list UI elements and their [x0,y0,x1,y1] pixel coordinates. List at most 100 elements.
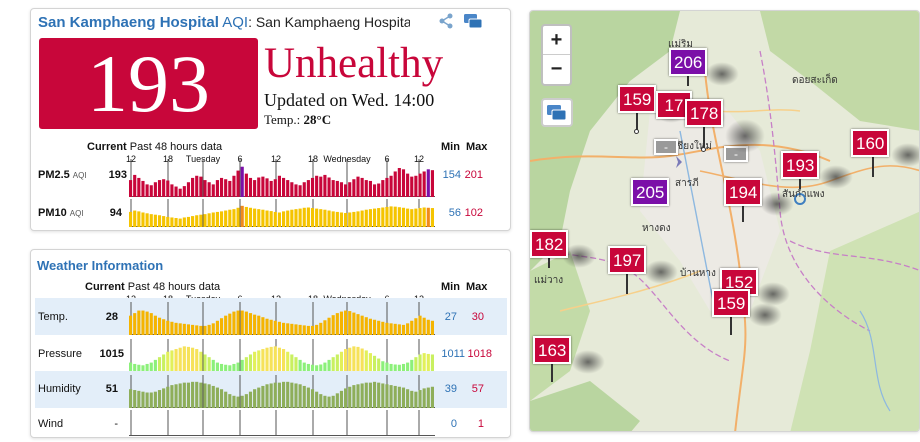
chart-bar [368,353,372,372]
chart-bar [265,210,269,227]
chart-bar [286,180,290,197]
temp-chart[interactable] [129,300,435,335]
chart-bar [397,168,401,197]
chart-bar [422,171,426,197]
station-name[interactable]: San Kamphaeng Hospital [38,14,219,31]
chart-bar [174,384,178,408]
updated-time: Updated on Wed. 14:00 [264,90,435,110]
chart-bar [426,319,430,335]
chart-bar [141,180,145,197]
chart-bar [236,362,240,372]
chart-bar [401,324,406,335]
pm10-max: 102 [464,207,483,219]
chart-bar [186,324,191,335]
chart-bar [240,166,244,197]
chart-bar [211,359,215,372]
chart-bar [356,346,360,372]
chart-bar [141,391,145,408]
chart-bar [360,383,364,408]
chart-bar [323,320,327,335]
chart-bar [240,359,244,372]
place-label: แม่วาง [534,275,564,286]
temp-label: Temp. [38,311,68,323]
chart-bar [141,310,145,335]
chart-bar [269,383,273,408]
chart-bar [319,322,323,335]
chart-bar [232,395,236,408]
chart-bar [282,177,286,197]
chart-bar [129,315,133,335]
chart-bar [385,384,389,408]
chart-bar [207,357,211,372]
chart-bar [129,180,133,197]
chart-bar [344,310,348,335]
chart-bar [162,354,166,372]
share-icon[interactable] [439,13,453,29]
chart-bar [286,210,290,227]
layers-icon [547,105,567,121]
pm10-label: PM10 AQI [38,207,84,219]
pm10-chart[interactable] [129,197,435,227]
chart-bar [157,390,162,408]
chart-bar [265,384,269,408]
chart-bar [364,209,368,227]
chart-bar [381,321,385,335]
widget-icon[interactable] [463,13,483,29]
chart-bar [203,325,207,335]
chart-bar [286,381,290,408]
chart-bar [352,312,356,335]
chart-bar [170,321,174,335]
chart-bar [145,363,149,372]
pressure-chart[interactable] [129,337,435,372]
chart-bar [290,382,294,408]
chart-bar [244,394,248,408]
chart-bar [414,208,418,227]
chart-bar [277,212,281,227]
aqi-map[interactable]: ดอยสะเก็ด แม่ริม เชียงใหม่ สันกำแพง หางด… [529,10,920,432]
chart-bar [207,324,211,335]
chart-bar [286,323,290,335]
wind-chart[interactable] [129,408,435,436]
place-label: แม่ริม [668,39,693,50]
chart-bar [372,184,377,197]
pm25-current: 193 [108,169,127,181]
chart-bar [319,394,323,408]
chart-bar [306,363,310,372]
chart-bar [290,209,294,227]
chart-bar [294,383,298,408]
chart-bar [186,182,191,197]
chart-bar [339,390,344,408]
chart-bar [174,322,178,335]
chart-bar [215,180,219,197]
chart-bar [182,186,186,197]
weather-title: Weather Information [37,258,164,273]
chart-bar [257,177,261,197]
chart-bar [282,322,286,335]
chart-bar [145,184,149,197]
chart-bar [397,386,401,408]
chart-bar [381,207,385,227]
chart-bar [261,209,265,227]
chart-bar [290,182,294,197]
layers-button[interactable] [541,98,573,127]
zoom-out-button[interactable]: − [550,58,563,80]
chart-bar [186,216,191,227]
chart-bar [178,347,182,372]
zoom-in-button[interactable]: + [543,26,570,55]
chart-bar [360,348,364,372]
chart-bar [418,315,422,335]
chart-bar [397,364,401,372]
humidity-chart[interactable] [129,373,435,408]
chart-bar [372,208,377,227]
chart-bar [310,208,315,227]
station-subtitle: : San Kamphaeng Hospital I [248,14,410,30]
chart-bar [294,357,298,372]
chart-bar [137,310,141,335]
pm25-chart[interactable] [129,157,435,197]
chart-bar [170,184,174,197]
chart-bar [418,354,422,372]
chart-bar [426,353,430,372]
chart-bar [323,174,327,197]
chart-bar [269,346,273,372]
chart-bar [211,385,215,408]
